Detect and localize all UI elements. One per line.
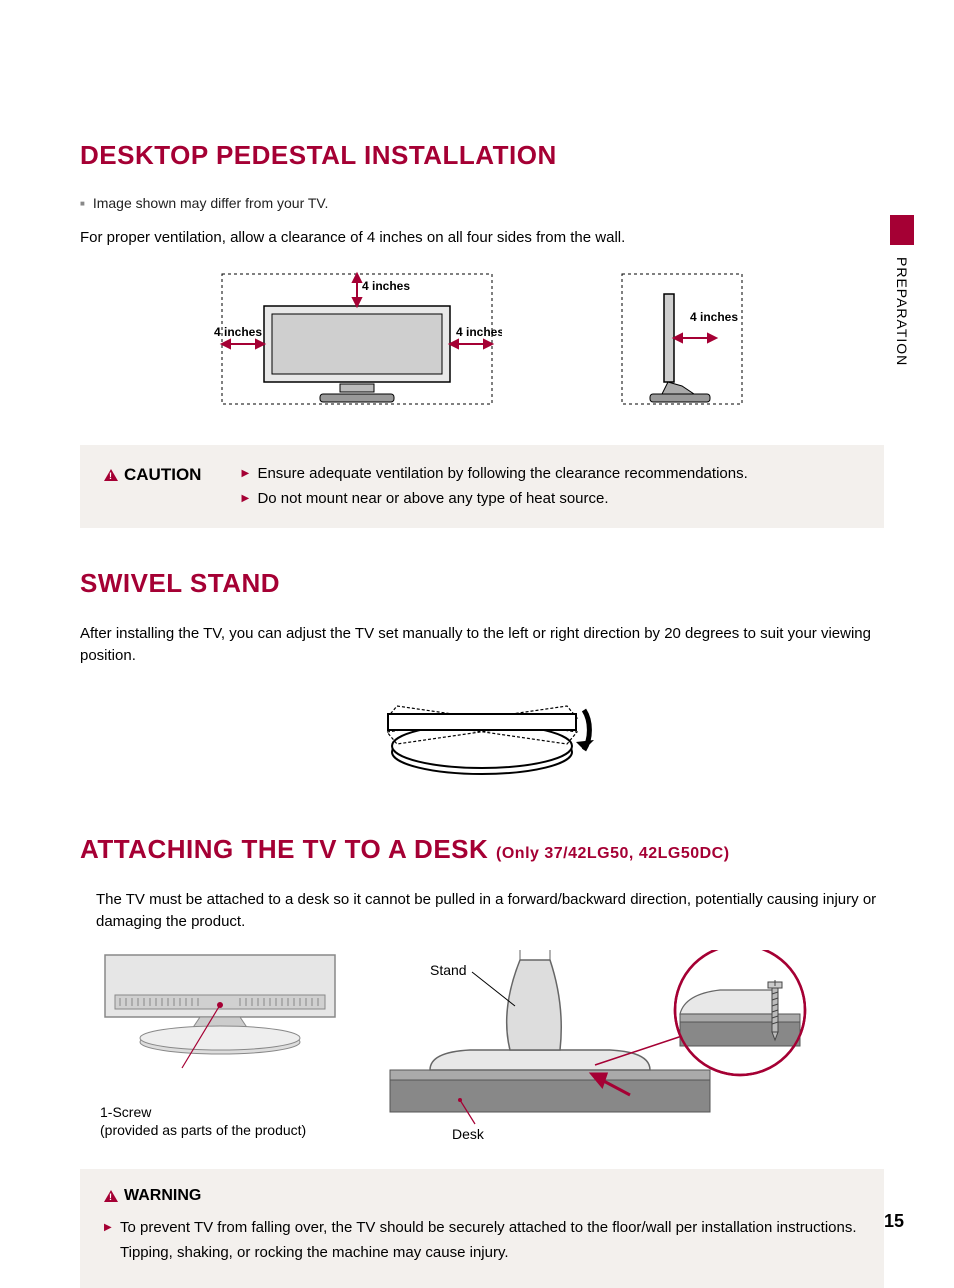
caution-label: CAUTION [104,461,201,485]
clearance-left-label: 4 inches [214,325,262,339]
side-tab-label: PREPARATION [890,245,910,366]
section1-note: Image shown may differ from your TV. [80,195,884,211]
screw-label-1: 1-Screw [100,1104,151,1120]
screw-caption: 1-Screw (provided as parts of the produc… [100,1103,360,1139]
section1-body: For proper ventilation, allow a clearanc… [80,227,884,250]
attach-right-block: Stand Desk [380,950,820,1145]
side-tab: PREPARATION [890,215,914,385]
section3-title: ATTACHING THE TV TO A DESK (Only 37/42LG… [80,834,884,865]
warning-box: WARNING To prevent TV from falling over,… [80,1169,884,1288]
section2-body: After installing the TV, you can adjust … [80,623,884,668]
caution-items: Ensure adequate ventilation by following… [241,461,860,512]
attach-diagrams: 1-Screw (provided as parts of the produc… [100,950,884,1145]
caution-label-text: CAUTION [124,465,201,485]
desk-label: Desk [452,1126,484,1142]
attach-left-block: 1-Screw (provided as parts of the produc… [100,950,360,1139]
tv-rear-screw-diagram [100,950,360,1090]
warning-triangle-icon [104,469,118,481]
page-number: 15 [884,1211,904,1232]
tv-side-clearance-diagram: 4 inches [612,266,752,421]
page-root: PREPARATION DESKTOP PEDESTAL INSTALLATIO… [0,0,954,1272]
swivel-diagram [80,684,884,784]
caution-box: CAUTION Ensure adequate ventilation by f… [80,445,884,528]
section2-title: SWIVEL STAND [80,568,884,599]
warning-label: WARNING [104,1187,860,1205]
warning-item: To prevent TV from falling over, the TV … [104,1215,860,1266]
side-tab-color-block [890,215,914,245]
screw-label-2: (provided as parts of the product) [100,1122,306,1138]
stand-label: Stand [430,962,467,978]
warning-label-text: WARNING [124,1187,201,1205]
clearance-diagrams: 4 inches 4 inches 4 inches 4 inches [80,266,884,421]
section1-title: DESKTOP PEDESTAL INSTALLATION [80,140,884,171]
caution-item-1: Ensure adequate ventilation by following… [241,461,860,487]
warning-triangle-icon-2 [104,1190,118,1202]
desk-attach-diagram [380,950,820,1140]
clearance-side-label: 4 inches [690,310,738,324]
section3-title-main: ATTACHING THE TV TO A DESK [80,834,488,864]
section3-subtitle: (Only 37/42LG50, 42LG50DC) [496,845,730,862]
clearance-top-label: 4 inches [362,279,410,293]
clearance-right-label: 4 inches [456,325,502,339]
section3-body: The TV must be attached to a desk so it … [80,889,884,934]
tv-front-clearance-diagram: 4 inches 4 inches 4 inches [212,266,502,421]
caution-item-2: Do not mount near or above any type of h… [241,486,860,512]
